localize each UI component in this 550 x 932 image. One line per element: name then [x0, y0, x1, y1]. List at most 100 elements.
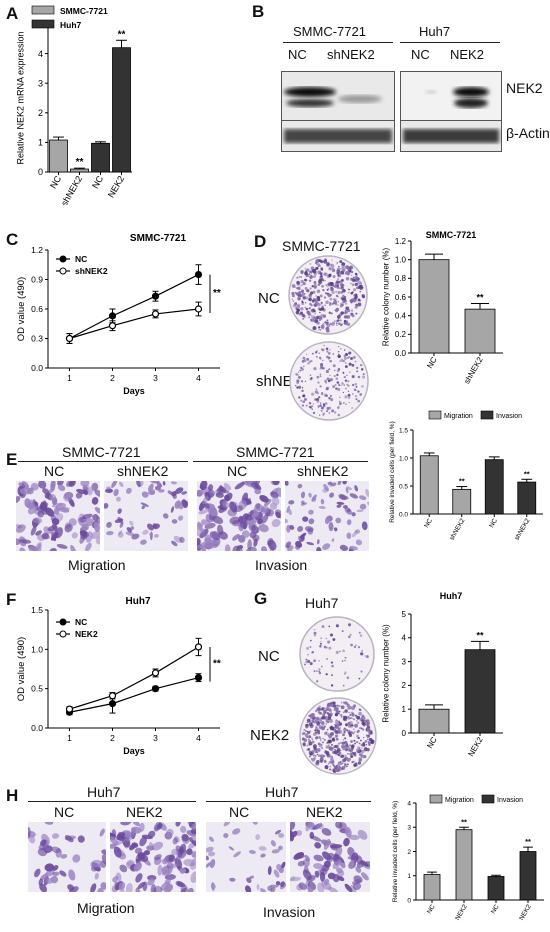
bar-1 [464, 649, 496, 734]
colony [308, 401, 312, 405]
colony [367, 730, 372, 734]
colony [328, 744, 330, 746]
stained-cell [38, 878, 44, 886]
colony [325, 347, 329, 351]
transwell-h-group2-underline [206, 801, 371, 802]
colony [315, 295, 317, 297]
colony [335, 710, 340, 714]
colony [314, 398, 317, 401]
colony [312, 754, 316, 757]
colony [332, 267, 334, 269]
colony [347, 753, 349, 755]
blot-left-lane-2: shNEK2 [327, 47, 375, 62]
colony [313, 634, 317, 637]
stained-cell [266, 537, 274, 547]
colony-g-row-nek2: NEK2 [250, 727, 290, 744]
colony [359, 393, 363, 396]
colony [307, 362, 310, 365]
colony [364, 655, 366, 657]
colony [331, 737, 335, 741]
colony [338, 265, 340, 268]
x-tick-label: NC [426, 903, 437, 915]
colony [341, 705, 344, 709]
stained-cell [176, 881, 186, 888]
stained-cell [199, 481, 208, 491]
stained-cell [190, 871, 196, 883]
colony [320, 665, 323, 668]
y-tick-label: 0 [407, 897, 411, 904]
colony [316, 321, 320, 325]
colony [317, 754, 321, 758]
colony [317, 392, 319, 395]
stained-cell [339, 544, 349, 551]
stained-cell [210, 883, 216, 890]
y-tick-label: 0.9 [31, 275, 43, 285]
stained-cell [319, 868, 328, 876]
colony [311, 740, 315, 744]
colony [322, 713, 326, 717]
stained-cell [355, 866, 362, 873]
colony [347, 384, 350, 387]
stained-cell [289, 524, 295, 530]
colony [317, 406, 320, 409]
colony [302, 356, 306, 360]
stained-cell [197, 528, 206, 537]
colony [326, 734, 328, 736]
stained-cell [130, 826, 142, 834]
stained-cell [180, 887, 187, 892]
y-tick-label: 1.2 [31, 245, 43, 255]
colony [328, 397, 331, 400]
colony [326, 767, 329, 770]
colony [348, 396, 351, 399]
colony [363, 294, 365, 296]
stained-cell [110, 843, 117, 849]
colony [338, 400, 341, 403]
chart-title: SMMC-7721 [426, 230, 477, 240]
transwell-e-col-nc-1: NC [44, 463, 65, 479]
stained-cell [141, 505, 145, 510]
colony [326, 703, 331, 708]
colony [348, 635, 351, 639]
stained-cell [97, 887, 104, 892]
colony [333, 369, 336, 372]
x-tick-label: NC [425, 735, 439, 750]
colony [313, 757, 316, 760]
colony [341, 660, 344, 662]
blot-right-lane-1: NC [411, 47, 430, 62]
colony [319, 644, 322, 648]
colony [319, 294, 323, 298]
x-tick-label: 1 [67, 373, 72, 383]
colony [306, 725, 309, 728]
colony [343, 354, 347, 358]
colony [370, 740, 374, 745]
colony [349, 713, 352, 717]
chart-g-colony: 0 1 2 3 4 5 Relative colony number (%) NC ** NEK2… [382, 591, 503, 758]
colony [332, 275, 336, 278]
stained-cell [177, 503, 184, 510]
stained-cell [233, 851, 241, 858]
x-tick-label: shNEK2 [59, 174, 84, 205]
colony [316, 350, 318, 352]
stained-cell [338, 822, 347, 830]
stained-cell [175, 822, 181, 827]
stained-cell [171, 540, 178, 547]
colony [337, 382, 340, 385]
y-axis-label: Relative NEK2 mRNA expression [15, 31, 25, 164]
stained-cell [50, 875, 59, 884]
colony [303, 738, 308, 742]
colony [356, 370, 359, 373]
colony [298, 276, 300, 278]
significance-mark: ** [213, 288, 221, 299]
colony [358, 631, 361, 634]
chart-title: Huh7 [440, 591, 463, 601]
stained-cell [77, 835, 85, 843]
stained-cell [191, 851, 196, 858]
colony [361, 749, 365, 754]
colony [328, 412, 331, 414]
stained-cell [181, 491, 188, 495]
colony [306, 735, 309, 738]
colony-d-row-nc: NC [258, 290, 280, 307]
colony [338, 710, 341, 713]
colony [308, 360, 311, 363]
stained-cell [323, 878, 330, 886]
